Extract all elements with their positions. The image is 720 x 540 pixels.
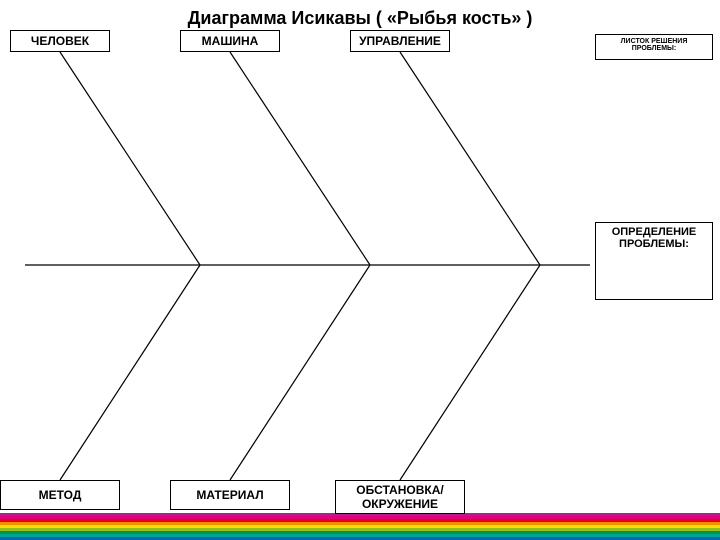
category-box-manage: УПРАВЛЕНИЕ: [350, 30, 450, 52]
problem-definition-box: ОПРЕДЕЛЕНИЕ ПРОБЛЕМЫ:: [595, 222, 713, 300]
category-box-machine: МАШИНА: [180, 30, 280, 52]
solution-sheet-box: ЛИСТОК РЕШЕНИЯ ПРОБЛЕМЫ:: [595, 34, 713, 60]
category-box-person: ЧЕЛОВЕК: [10, 30, 110, 52]
category-box-method: МЕТОД: [0, 480, 120, 510]
category-box-env: ОБСТАНОВКА/ ОКРУЖЕНИЕ: [335, 480, 465, 514]
category-box-material: МАТЕРИАЛ: [170, 480, 290, 510]
rainbow-footer: [0, 513, 720, 540]
